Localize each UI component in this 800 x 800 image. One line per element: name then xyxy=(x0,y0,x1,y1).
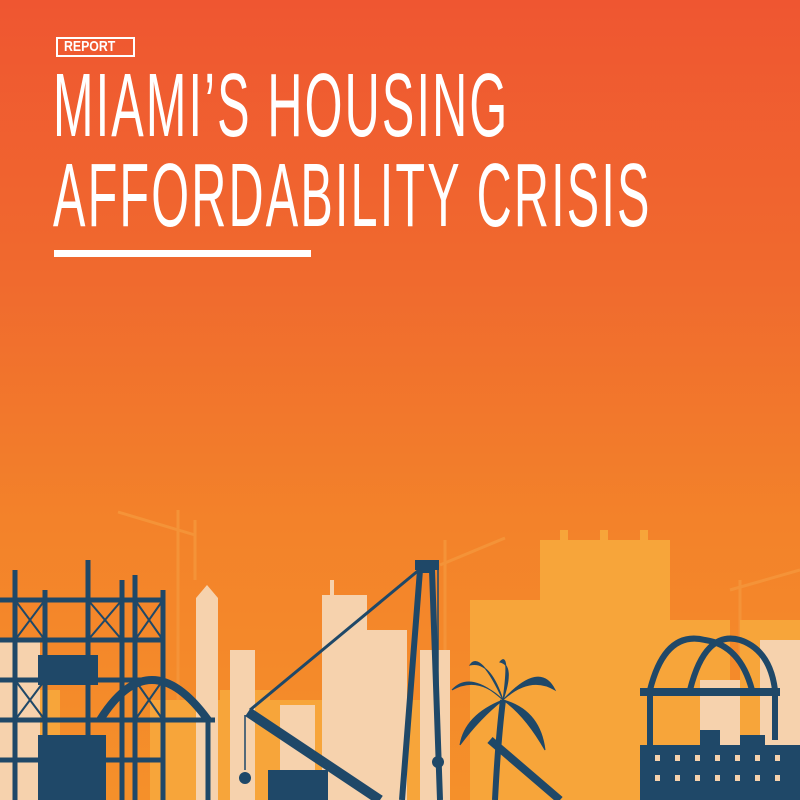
crane-hook-icon xyxy=(239,772,251,784)
apartment-building-icon xyxy=(640,730,800,800)
scaffold-block xyxy=(38,735,106,800)
crane-body xyxy=(268,770,328,800)
title-line-1: MIAMI’S HOUSING xyxy=(53,56,510,156)
badge-label: REPORT xyxy=(64,38,116,55)
truss-arch-icon xyxy=(640,635,780,800)
crane-head xyxy=(415,560,439,570)
scaffold-block xyxy=(38,655,98,685)
crane-hook-icon xyxy=(432,756,444,768)
title-underline xyxy=(54,250,311,257)
report-badge: REPORT xyxy=(56,37,135,57)
construction-crane-icon xyxy=(487,736,563,800)
title-line-2: AFFORDABILITY CRISIS xyxy=(53,146,652,246)
